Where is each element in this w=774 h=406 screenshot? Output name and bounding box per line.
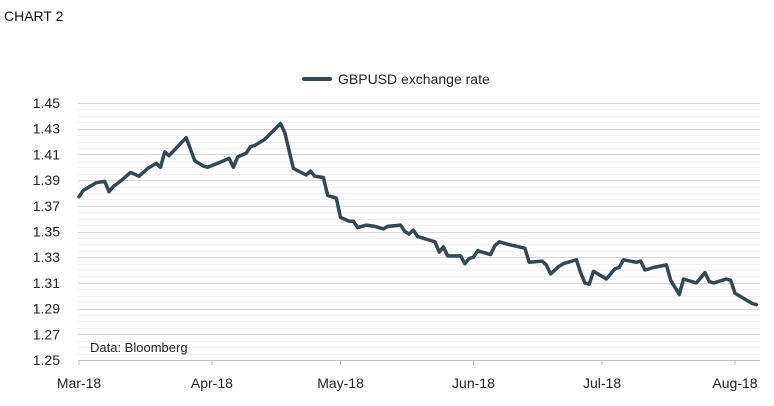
x-tick-label: Jun-18 <box>452 375 495 391</box>
x-tick-label: Mar-18 <box>57 375 102 391</box>
y-axis: 1.25 1.27 1.29 1.31 1.33 1.35 1.37 1.39 1.41 1.43… <box>33 95 60 368</box>
y-tick-label: 1.31 <box>33 275 60 291</box>
chart-title-label: CHART 2 <box>4 8 64 24</box>
gridlines <box>78 103 760 361</box>
y-tick-label: 1.33 <box>33 249 60 265</box>
x-tick-label: Aug-18 <box>712 375 757 391</box>
y-tick-label: 1.25 <box>33 352 60 368</box>
legend-label: GBPUSD exchange rate <box>338 71 490 87</box>
x-tick-label: May-18 <box>317 375 364 391</box>
y-tick-label: 1.29 <box>33 301 60 317</box>
legend: GBPUSD exchange rate <box>302 71 490 87</box>
legend-line-swatch <box>302 77 332 81</box>
source-note: Data: Bloomberg <box>90 340 188 355</box>
x-tick-label: Apr-18 <box>191 375 233 391</box>
y-tick-label: 1.41 <box>33 146 60 162</box>
x-tick-label: Jul-18 <box>583 375 621 391</box>
y-tick-label: 1.37 <box>33 198 60 214</box>
x-axis: Mar-18 Apr-18 May-18 Jun-18 Jul-18 Aug-18 <box>57 360 760 391</box>
series <box>77 121 759 307</box>
y-tick-label: 1.39 <box>33 172 60 188</box>
series-line-gbpusd <box>77 121 759 307</box>
y-tick-label: 1.45 <box>33 95 60 111</box>
y-tick-label: 1.43 <box>33 121 60 137</box>
y-tick-label: 1.27 <box>33 326 60 342</box>
y-tick-label: 1.35 <box>33 224 60 240</box>
